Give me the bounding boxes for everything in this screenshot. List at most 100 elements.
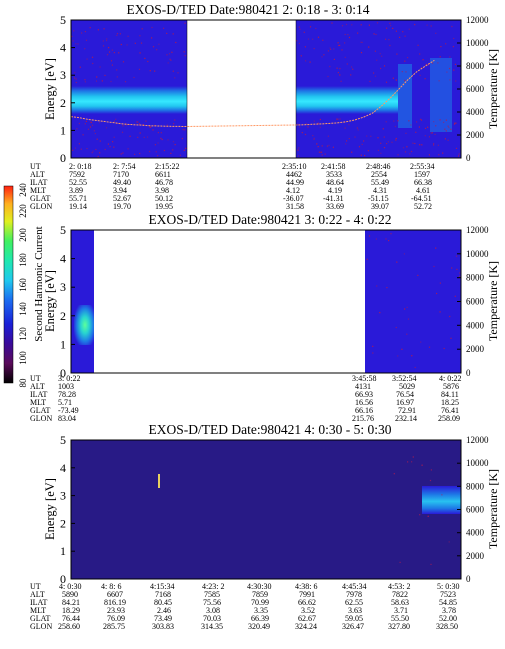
noise-speckle <box>387 141 389 143</box>
noise-speckle <box>356 127 358 129</box>
noise-speckle <box>453 37 455 40</box>
table-cell: 4:15:34 <box>150 582 174 591</box>
noise-speckle <box>134 42 136 44</box>
noise-speckle <box>298 26 300 28</box>
noise-speckle <box>363 140 365 142</box>
table-cell: 3.35 <box>254 606 268 615</box>
table-cell: 5890 <box>62 590 78 599</box>
noise-speckle <box>313 48 315 50</box>
noise-speckle <box>307 38 310 40</box>
noise-speckle <box>454 295 456 297</box>
noise-speckle <box>126 44 128 46</box>
noise-speckle <box>337 118 339 120</box>
table-cell: 7523 <box>440 590 456 599</box>
noise-speckle <box>321 56 323 58</box>
noise-speckle <box>345 23 348 26</box>
table-cell: 3.71 <box>394 606 408 615</box>
noise-speckle <box>78 122 80 125</box>
noise-speckle <box>402 147 405 149</box>
panel-3-orbit-table: UT ALT ILAT MLT GLAT GLON 4: 0:30 5890 8… <box>30 582 459 631</box>
table-cell: 66.38 <box>414 178 432 187</box>
noise-speckle <box>154 144 156 146</box>
table-cell: 3.52 <box>301 606 315 615</box>
noise-speckle <box>360 52 363 54</box>
panel-3-spot <box>158 474 160 488</box>
noise-speckle <box>458 153 460 155</box>
noise-speckle <box>139 52 141 54</box>
table-cell: 4:38: 6 <box>295 582 317 591</box>
noise-speckle <box>421 67 423 69</box>
noise-speckle <box>337 72 339 74</box>
table-cell: 4.12 <box>286 186 300 195</box>
row-label: MLT <box>30 398 46 407</box>
table-cell: 66.93 <box>355 390 373 399</box>
noise-speckle <box>151 37 153 39</box>
noise-speckle <box>404 35 406 37</box>
noise-speckle <box>147 60 149 63</box>
table-cell: 4:45:34 <box>342 582 366 591</box>
noise-speckle <box>437 62 439 64</box>
noise-speckle <box>339 44 341 46</box>
noise-speckle <box>313 138 315 140</box>
noise-speckle <box>99 152 101 154</box>
noise-speckle <box>138 68 141 70</box>
table-cell: 2:41:58 <box>321 162 345 171</box>
y-tick-label: 2 <box>60 309 66 323</box>
table-cell: 4.31 <box>373 186 387 195</box>
y2-tick-label: 12000 <box>466 15 489 25</box>
noise-speckle <box>346 63 348 65</box>
noise-speckle <box>299 126 301 128</box>
noise-speckle <box>435 247 437 249</box>
y-tick-label: 4 <box>60 41 66 55</box>
panel-1-data-gap <box>187 20 296 158</box>
noise-speckle <box>115 118 117 120</box>
noise-speckle <box>317 122 319 124</box>
noise-speckle <box>388 39 390 41</box>
row-label: GLAT <box>30 614 51 623</box>
noise-speckle <box>407 57 409 59</box>
noise-speckle <box>138 123 141 125</box>
noise-speckle <box>399 561 401 563</box>
noise-speckle <box>370 135 372 137</box>
table-cell: 327.80 <box>388 622 410 631</box>
noise-speckle <box>377 137 379 139</box>
noise-speckle <box>321 145 323 147</box>
noise-speckle <box>102 40 104 42</box>
noise-speckle <box>351 151 353 153</box>
noise-speckle <box>338 44 340 47</box>
table-cell: 7168 <box>155 590 171 599</box>
noise-speckle <box>166 54 168 56</box>
noise-speckle <box>326 145 329 147</box>
noise-speckle <box>111 49 113 51</box>
y-tick-label: 1 <box>60 337 66 351</box>
noise-speckle <box>397 154 399 156</box>
noise-speckle <box>382 128 384 130</box>
panel-2-y-label: Energy [eV] <box>43 270 57 332</box>
noise-speckle <box>456 255 458 257</box>
noise-speckle <box>436 292 438 295</box>
noise-speckle <box>380 152 382 154</box>
noise-speckle <box>172 149 174 151</box>
table-cell: 3.89 <box>69 186 83 195</box>
y2-tick-label: 6000 <box>466 84 485 94</box>
noise-speckle <box>173 123 175 125</box>
noise-speckle <box>372 345 374 347</box>
noise-speckle <box>92 62 94 65</box>
noise-speckle <box>406 146 408 148</box>
noise-speckle <box>379 312 381 314</box>
noise-speckle <box>430 25 432 27</box>
panel-1-spike-b <box>430 58 452 132</box>
noise-speckle <box>344 42 346 44</box>
noise-speckle <box>129 135 131 137</box>
panel-3-speckles <box>393 456 450 565</box>
noise-speckle <box>408 28 410 30</box>
noise-speckle <box>118 52 120 54</box>
noise-speckle <box>80 148 82 150</box>
table-cell: 19.95 <box>155 202 173 211</box>
noise-speckle <box>327 75 329 78</box>
noise-speckle <box>428 346 431 348</box>
noise-speckle <box>412 456 414 458</box>
y-tick-label: 2 <box>60 96 66 110</box>
noise-speckle <box>433 265 435 268</box>
noise-speckle <box>354 136 356 138</box>
